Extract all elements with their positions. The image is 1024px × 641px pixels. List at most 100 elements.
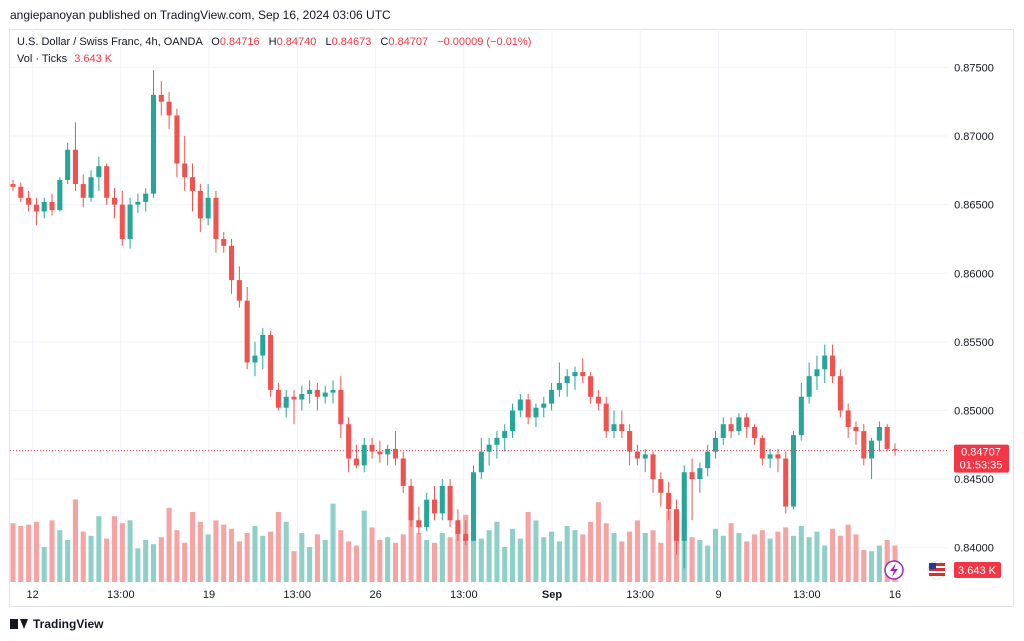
candle[interactable] — [150, 70, 157, 198]
candle[interactable] — [291, 389, 297, 425]
candle[interactable] — [697, 462, 703, 493]
candle[interactable] — [268, 330, 274, 397]
candle[interactable] — [447, 479, 453, 528]
chart-frame[interactable] — [9, 29, 1014, 607]
candle[interactable] — [759, 435, 765, 466]
candle[interactable] — [135, 193, 141, 213]
candle[interactable] — [33, 197, 39, 226]
candle[interactable] — [143, 188, 149, 212]
candle[interactable] — [41, 197, 47, 219]
footer-brand[interactable]: TradingView — [10, 617, 103, 631]
candle[interactable] — [10, 179, 16, 191]
candle[interactable] — [666, 481, 672, 521]
candle[interactable] — [634, 444, 640, 466]
candle[interactable] — [478, 437, 484, 480]
candle[interactable] — [837, 369, 843, 418]
flag-icon[interactable] — [927, 560, 947, 580]
candle[interactable] — [49, 193, 55, 216]
candle[interactable] — [510, 403, 516, 438]
candle[interactable] — [283, 389, 289, 418]
candle[interactable] — [790, 431, 797, 510]
candle[interactable] — [845, 403, 851, 438]
candle[interactable] — [627, 424, 633, 466]
candle[interactable] — [18, 182, 24, 202]
candle[interactable] — [346, 417, 352, 473]
candle[interactable] — [182, 136, 188, 191]
candle[interactable] — [338, 376, 344, 438]
candle[interactable] — [408, 479, 414, 528]
candle[interactable] — [424, 492, 430, 532]
candle[interactable] — [798, 383, 804, 441]
candle[interactable] — [189, 163, 196, 212]
volume-badge[interactable]: 3.643 K — [954, 562, 1001, 578]
candle[interactable] — [689, 458, 695, 521]
candle[interactable] — [57, 177, 63, 212]
candle[interactable] — [72, 122, 78, 191]
candle[interactable] — [486, 437, 492, 466]
candle[interactable] — [720, 417, 726, 445]
candle[interactable] — [275, 383, 281, 411]
candle[interactable] — [892, 443, 898, 456]
candle[interactable] — [673, 499, 679, 555]
candle[interactable] — [353, 444, 359, 469]
candle[interactable] — [728, 417, 734, 438]
candle[interactable] — [619, 410, 625, 438]
candle[interactable] — [783, 451, 789, 514]
candle[interactable] — [385, 444, 391, 466]
candle[interactable] — [556, 362, 562, 397]
candle[interactable] — [806, 362, 812, 404]
candle[interactable] — [642, 448, 648, 473]
candle[interactable] — [502, 424, 508, 452]
candle[interactable] — [314, 383, 320, 411]
candle[interactable] — [252, 341, 258, 377]
candle[interactable] — [174, 108, 180, 178]
candle[interactable] — [330, 380, 336, 404]
candle[interactable] — [463, 520, 469, 545]
volume-label[interactable]: Vol · Ticks — [17, 53, 68, 65]
candle[interactable] — [751, 424, 758, 445]
candle[interactable] — [400, 451, 406, 493]
candle[interactable] — [236, 266, 242, 308]
candle[interactable] — [549, 383, 555, 411]
candle[interactable] — [96, 156, 102, 191]
candle[interactable] — [80, 174, 86, 208]
candle[interactable] — [595, 389, 601, 411]
candle[interactable] — [603, 396, 609, 438]
candle[interactable] — [517, 394, 523, 418]
candle[interactable] — [876, 421, 882, 452]
candle[interactable] — [564, 369, 570, 397]
candle[interactable] — [705, 444, 711, 477]
candle[interactable] — [541, 396, 547, 418]
candle[interactable] — [260, 328, 266, 370]
candle[interactable] — [377, 440, 383, 463]
lightning-icon[interactable] — [884, 560, 904, 580]
candle[interactable] — [26, 190, 32, 212]
candle[interactable] — [119, 190, 125, 246]
candle[interactable] — [572, 366, 578, 390]
candle[interactable] — [229, 238, 235, 294]
candle[interactable] — [392, 431, 398, 466]
candle[interactable] — [166, 92, 172, 130]
candle[interactable] — [111, 188, 118, 219]
candle[interactable] — [197, 184, 203, 233]
candle[interactable] — [361, 437, 367, 473]
candle[interactable] — [470, 465, 477, 541]
candle[interactable] — [455, 509, 461, 541]
candle[interactable] — [205, 184, 211, 226]
candle[interactable] — [580, 358, 586, 384]
candle[interactable] — [299, 385, 305, 411]
candle[interactable] — [830, 344, 836, 384]
candle[interactable] — [322, 385, 328, 404]
candle[interactable] — [658, 472, 664, 507]
candle[interactable] — [869, 437, 875, 480]
candle[interactable] — [767, 448, 773, 469]
candle[interactable] — [213, 190, 219, 253]
candle[interactable] — [822, 344, 828, 384]
candle[interactable] — [221, 232, 227, 253]
candle[interactable] — [884, 424, 890, 452]
candle[interactable] — [127, 197, 133, 249]
candle[interactable] — [104, 163, 110, 205]
candle[interactable] — [588, 372, 594, 404]
candle[interactable] — [861, 424, 867, 466]
price-badge[interactable]: 0.84707 01:53:35 — [954, 444, 1009, 473]
